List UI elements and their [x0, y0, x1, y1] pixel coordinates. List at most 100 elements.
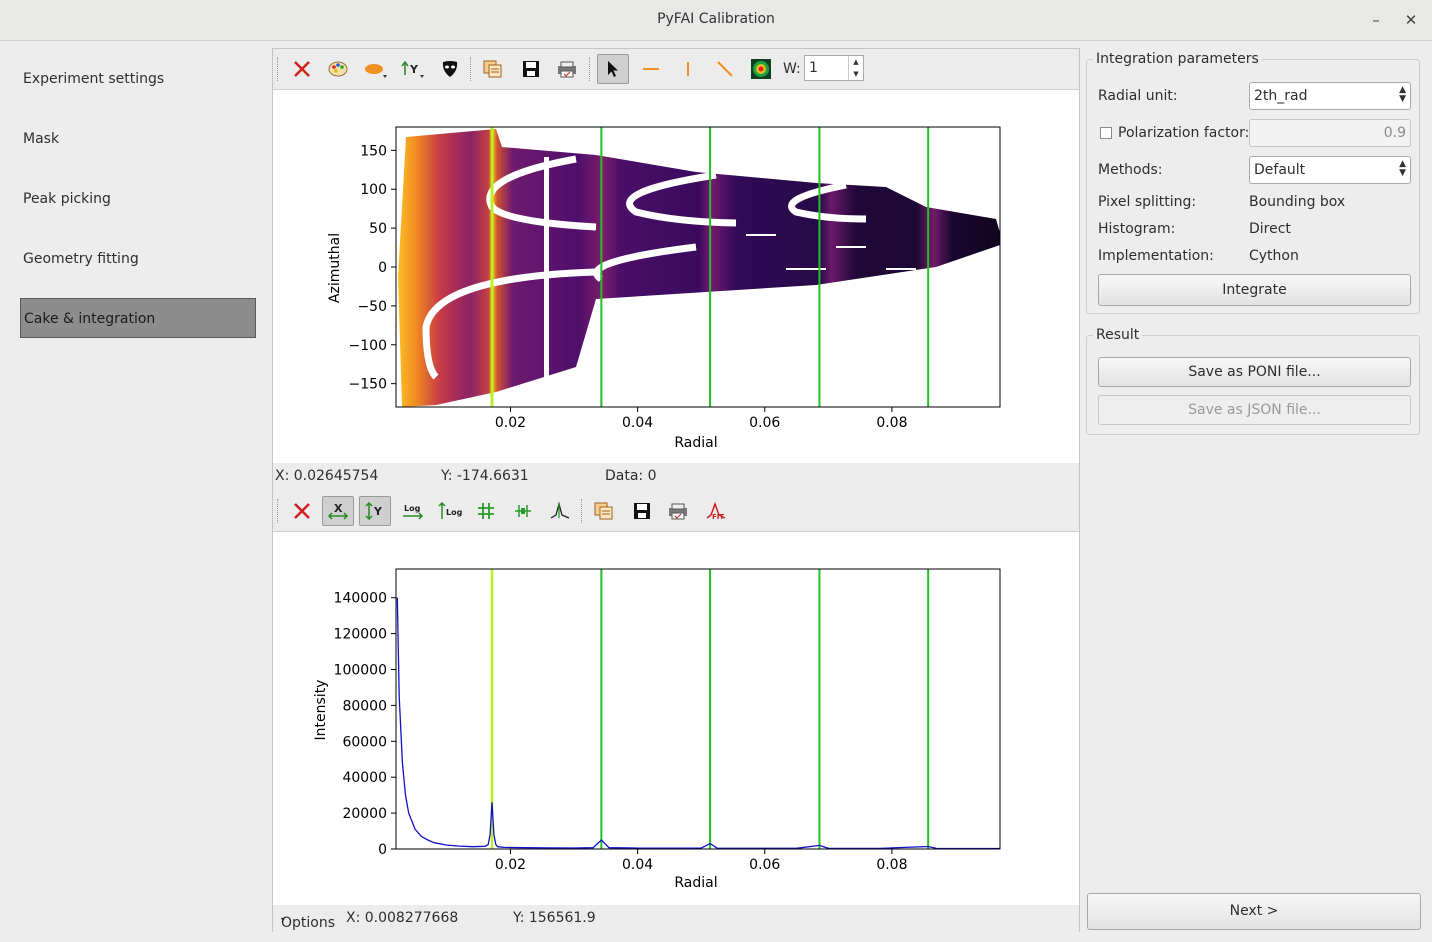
- next-button[interactable]: Next >: [1087, 893, 1421, 930]
- width-value: 1: [809, 60, 818, 76]
- result-title: Result: [1093, 327, 1143, 343]
- cake-ytick-label: −150: [349, 377, 387, 393]
- image-profile-icon[interactable]: [745, 54, 777, 84]
- diagonal-line-icon[interactable]: [709, 54, 741, 84]
- curve-ytick-label: 120000: [334, 627, 387, 643]
- methods-value: Default: [1254, 162, 1306, 178]
- cake-ytick-label: 100: [360, 182, 387, 198]
- cake-xtick-label: 0.08: [876, 415, 907, 431]
- print-icon[interactable]: [662, 496, 694, 526]
- copy-icon[interactable]: [477, 54, 509, 84]
- combo-arrows-icon: ▲ ▼: [1399, 159, 1406, 178]
- pixel-splitting-value: Bounding box: [1249, 194, 1346, 210]
- image-data-readout: Data: 0: [605, 468, 657, 484]
- implementation-label: Implementation:: [1098, 248, 1214, 264]
- curve-xtick-label: 0.06: [749, 857, 780, 873]
- histogram-label: Histogram:: [1098, 221, 1176, 237]
- y-log-icon[interactable]: Log: [434, 496, 466, 526]
- cake-ylabel: Azimuthal: [327, 233, 343, 303]
- close-button[interactable]: ✕: [1404, 11, 1418, 29]
- sidebar: Experiment settings Mask Peak picking Ge…: [0, 41, 272, 942]
- sidebar-item-experiment-settings[interactable]: Experiment settings: [23, 71, 165, 87]
- integration-parameters-title: Integration parameters: [1093, 51, 1262, 67]
- width-spinbox[interactable]: 1 ▲ ▼: [804, 55, 864, 81]
- options-label: Options: [281, 915, 336, 931]
- svg-text:Log: Log: [446, 508, 462, 517]
- horizontal-line-icon[interactable]: [635, 54, 667, 84]
- integration-parameters-group: Integration parameters Radial unit: 2th_…: [1086, 51, 1420, 314]
- curve-ytick-label: 60000: [342, 734, 387, 750]
- cake-gap-arc: [788, 181, 867, 223]
- radial-unit-label: Radial unit:: [1098, 88, 1178, 104]
- curve-xtick-label: 0.08: [876, 857, 907, 873]
- cake-plot[interactable]: 0.02 0.04 0.06 0.08 150 100 50 0 −50 −100 −150 Rad…: [273, 90, 1079, 464]
- cake-gap-arc: [626, 171, 737, 227]
- vertical-line-icon[interactable]: [672, 54, 704, 84]
- image-toolbar: Y W: 1 ▲ ▼: [273, 49, 1079, 90]
- curve-ytick-label: 20000: [342, 806, 387, 822]
- polarization-checkbox[interactable]: [1100, 127, 1112, 139]
- curve-style-icon[interactable]: [507, 496, 539, 526]
- curve-xtick-label: 0.04: [622, 857, 653, 873]
- shape-icon[interactable]: [359, 54, 391, 84]
- curve-ytick-label: 40000: [342, 770, 387, 786]
- reset-zoom-icon[interactable]: [286, 54, 318, 84]
- save-json-button[interactable]: Save as JSON file...: [1098, 395, 1411, 425]
- curve-ytick-label: 80000: [342, 698, 387, 714]
- y-autoscale-icon[interactable]: Y: [359, 496, 391, 526]
- title-bar: PyFAI Calibration – ✕: [0, 0, 1432, 41]
- reset-zoom-icon[interactable]: [286, 496, 318, 526]
- sidebar-item-geometry-fitting[interactable]: Geometry fitting: [23, 251, 139, 267]
- polarization-field[interactable]: 0.9: [1249, 119, 1411, 147]
- cake-gap-column: [544, 157, 549, 392]
- cake-xtick-label: 0.02: [495, 415, 526, 431]
- svg-text:X: X: [334, 502, 343, 515]
- svg-text:FIT: FIT: [712, 513, 724, 521]
- curve-y-readout: Y: 156561.9: [513, 910, 596, 926]
- width-label: W:: [783, 61, 801, 77]
- radial-unit-select[interactable]: 2th_rad ▲ ▼: [1249, 82, 1411, 110]
- x-log-icon[interactable]: Log: [397, 496, 429, 526]
- radial-unit-value: 2th_rad: [1254, 88, 1308, 104]
- sidebar-item-cake-integration[interactable]: Cake & integration: [20, 298, 256, 338]
- curve-xlabel: Radial: [674, 875, 717, 891]
- image-x-readout: X: 0.02645754: [275, 468, 379, 484]
- save-poni-button[interactable]: Save as PONI file...: [1098, 357, 1411, 387]
- integrate-button[interactable]: Integrate: [1098, 274, 1411, 306]
- cake-ytick-label: 50: [369, 221, 387, 237]
- save-icon[interactable]: [515, 54, 547, 84]
- svg-text:Log: Log: [404, 504, 421, 513]
- fit-icon[interactable]: FIT: [700, 496, 732, 526]
- curve-ytick-label: 100000: [334, 663, 387, 679]
- cake-xlabel: Radial: [674, 435, 717, 451]
- pixel-splitting-label: Pixel splitting:: [1098, 194, 1197, 210]
- x-autoscale-icon[interactable]: X: [322, 496, 354, 526]
- image-y-readout: Y: -174.6631: [441, 468, 529, 484]
- sidebar-item-mask[interactable]: Mask: [23, 131, 60, 147]
- copy-icon[interactable]: [588, 496, 620, 526]
- save-icon[interactable]: [626, 496, 658, 526]
- options-arrow-icon: ▾: [281, 915, 286, 924]
- colormap-icon[interactable]: [322, 54, 354, 84]
- cake-xtick-label: 0.06: [749, 415, 780, 431]
- implementation-value: Cython: [1249, 248, 1299, 264]
- sidebar-item-peak-picking[interactable]: Peak picking: [23, 191, 111, 207]
- combo-arrows-icon: ▲ ▼: [1399, 85, 1406, 104]
- y-axis-icon[interactable]: Y: [397, 54, 429, 84]
- spin-arrows-icon[interactable]: ▲ ▼: [848, 56, 863, 80]
- curve-toolbar: X Y Log Log FIT: [273, 491, 1079, 532]
- curve-xtick-label: 0.02: [495, 857, 526, 873]
- mask-icon[interactable]: [434, 54, 466, 84]
- grid-icon[interactable]: [470, 496, 502, 526]
- svg-text:Y: Y: [373, 505, 383, 518]
- curve-plot[interactable]: 0.02 0.04 0.06 0.08 0 20000 40000 60000 80000 100…: [273, 532, 1079, 904]
- print-icon[interactable]: [551, 54, 583, 84]
- pointer-icon[interactable]: [597, 54, 629, 84]
- peak-icon[interactable]: [544, 496, 576, 526]
- cake-ytick-label: −100: [349, 338, 387, 354]
- methods-select[interactable]: Default ▲ ▼: [1249, 156, 1411, 184]
- curve-ytick-label: 140000: [334, 591, 387, 607]
- curve-axes-frame: [395, 568, 1001, 850]
- minimize-button[interactable]: –: [1372, 11, 1380, 29]
- plot-panel: Y W: 1 ▲ ▼: [272, 48, 1080, 933]
